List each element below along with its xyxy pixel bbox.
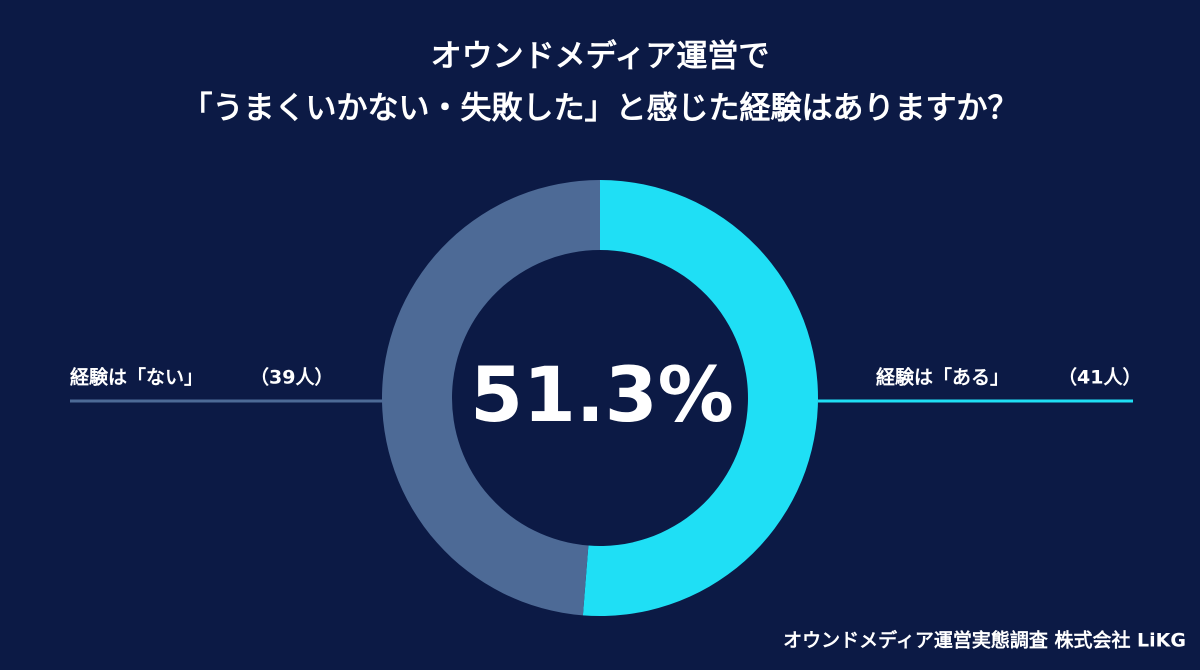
slice-label: 経験は「ない」	[70, 366, 203, 389]
chart-title: 「うまくいかない・失敗した」と感じた経験はありますか？	[182, 91, 1019, 127]
value-label: （41人）	[1058, 366, 1141, 389]
chart-title: オウンドメディア運営で	[431, 39, 770, 75]
value-label: （39人）	[250, 366, 333, 389]
center-label: 51.3%	[470, 350, 734, 439]
donut-slice	[382, 180, 600, 616]
donut-slice	[582, 180, 819, 616]
source: オウンドメディア運営実態調査 株式会社 LiKG	[783, 629, 1186, 652]
slice-label: 経験は「ある」	[876, 366, 1009, 389]
